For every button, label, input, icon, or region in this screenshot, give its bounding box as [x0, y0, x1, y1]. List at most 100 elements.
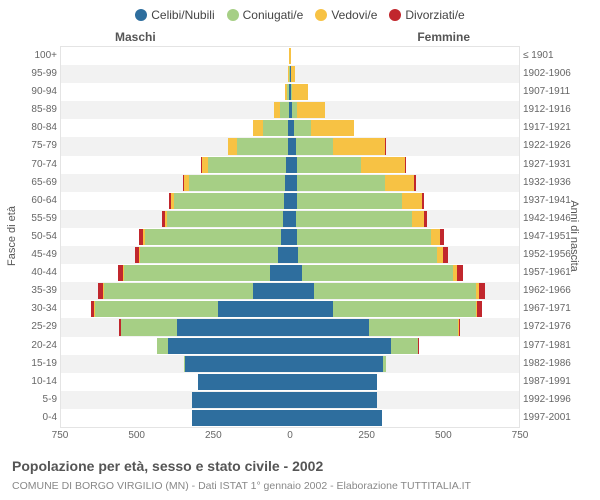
pyramid-row	[61, 391, 519, 409]
seg-married	[280, 102, 289, 118]
seg-divorced	[418, 338, 419, 354]
half-left	[61, 374, 290, 390]
seg-divorced	[119, 319, 120, 335]
seg-divorced	[118, 265, 123, 281]
seg-widowed	[311, 120, 354, 136]
seg-divorced	[479, 283, 485, 299]
seg-single	[270, 265, 290, 281]
pyramid-row	[61, 65, 519, 83]
seg-married	[297, 193, 402, 209]
seg-divorced	[414, 175, 416, 191]
half-right	[290, 338, 519, 354]
seg-married	[296, 138, 333, 154]
legend-dot	[315, 9, 327, 21]
half-right	[290, 283, 519, 299]
seg-single	[198, 374, 290, 390]
seg-widowed	[361, 157, 405, 173]
seg-single	[185, 356, 290, 372]
half-right	[290, 211, 519, 227]
pyramid-row	[61, 47, 519, 65]
age-label: 0-4	[2, 409, 57, 427]
half-left	[61, 319, 290, 335]
seg-single	[192, 392, 290, 408]
pyramid-row	[61, 282, 519, 300]
seg-widowed	[412, 211, 424, 227]
seg-married	[184, 356, 185, 372]
seg-single	[290, 229, 297, 245]
age-label: 75-79	[2, 137, 57, 155]
half-left	[61, 193, 290, 209]
pyramid-row	[61, 355, 519, 373]
age-label: 60-64	[2, 192, 57, 210]
pyramid-row	[61, 83, 519, 101]
half-right	[290, 120, 519, 136]
seg-single	[290, 265, 302, 281]
seg-widowed	[184, 175, 189, 191]
x-tick: 750	[52, 430, 69, 441]
seg-widowed	[139, 247, 140, 263]
seg-single	[192, 410, 290, 426]
seg-married	[297, 229, 431, 245]
title-femmine: Femmine	[417, 30, 470, 44]
seg-single	[290, 392, 377, 408]
seg-single	[290, 374, 377, 390]
seg-single	[283, 211, 290, 227]
seg-divorced	[440, 229, 444, 245]
seg-widowed	[253, 120, 262, 136]
seg-widowed	[285, 84, 287, 100]
seg-widowed	[431, 229, 440, 245]
legend-dot	[135, 9, 147, 21]
half-left	[61, 410, 290, 426]
seg-married	[296, 211, 412, 227]
seg-divorced	[424, 211, 427, 227]
half-left	[61, 120, 290, 136]
seg-single	[290, 319, 369, 335]
pyramid-row	[61, 337, 519, 355]
legend-item: Coniugati/e	[227, 8, 304, 22]
year-label: 1902-1906	[523, 65, 598, 83]
year-label: 1922-1926	[523, 137, 598, 155]
pyramid-row	[61, 300, 519, 318]
x-tick: 250	[358, 430, 375, 441]
half-right	[290, 175, 519, 191]
seg-divorced	[91, 301, 95, 317]
age-label: 40-44	[2, 264, 57, 282]
seg-married	[294, 120, 311, 136]
age-label: 15-19	[2, 355, 57, 373]
seg-married	[297, 157, 361, 173]
year-label: 1972-1976	[523, 318, 598, 336]
half-right	[290, 102, 519, 118]
half-left	[61, 392, 290, 408]
legend-dot	[227, 9, 239, 21]
year-label: 1937-1941	[523, 192, 598, 210]
seg-divorced	[183, 175, 184, 191]
pyramid-row	[61, 137, 519, 155]
half-left	[61, 66, 290, 82]
x-axis: 7505002500250500750	[60, 430, 520, 445]
seg-divorced	[477, 301, 482, 317]
half-left	[61, 265, 290, 281]
seg-married	[95, 301, 219, 317]
half-left	[61, 48, 290, 64]
half-right	[290, 374, 519, 390]
half-right	[290, 356, 519, 372]
age-label: 95-99	[2, 65, 57, 83]
age-label: 30-34	[2, 300, 57, 318]
half-left	[61, 229, 290, 245]
pyramid-row	[61, 318, 519, 336]
age-label: 80-84	[2, 119, 57, 137]
seg-single	[290, 157, 297, 173]
seg-single	[218, 301, 290, 317]
seg-married	[333, 301, 477, 317]
age-label: 35-39	[2, 282, 57, 300]
year-label: 1947-1951	[523, 228, 598, 246]
seg-widowed	[123, 265, 124, 281]
seg-single	[290, 193, 297, 209]
half-left	[61, 175, 290, 191]
half-left	[61, 301, 290, 317]
seg-single	[290, 301, 333, 317]
year-label: 1977-1981	[523, 337, 598, 355]
seg-single	[290, 175, 297, 191]
seg-married	[314, 283, 476, 299]
x-tick: 500	[435, 430, 452, 441]
